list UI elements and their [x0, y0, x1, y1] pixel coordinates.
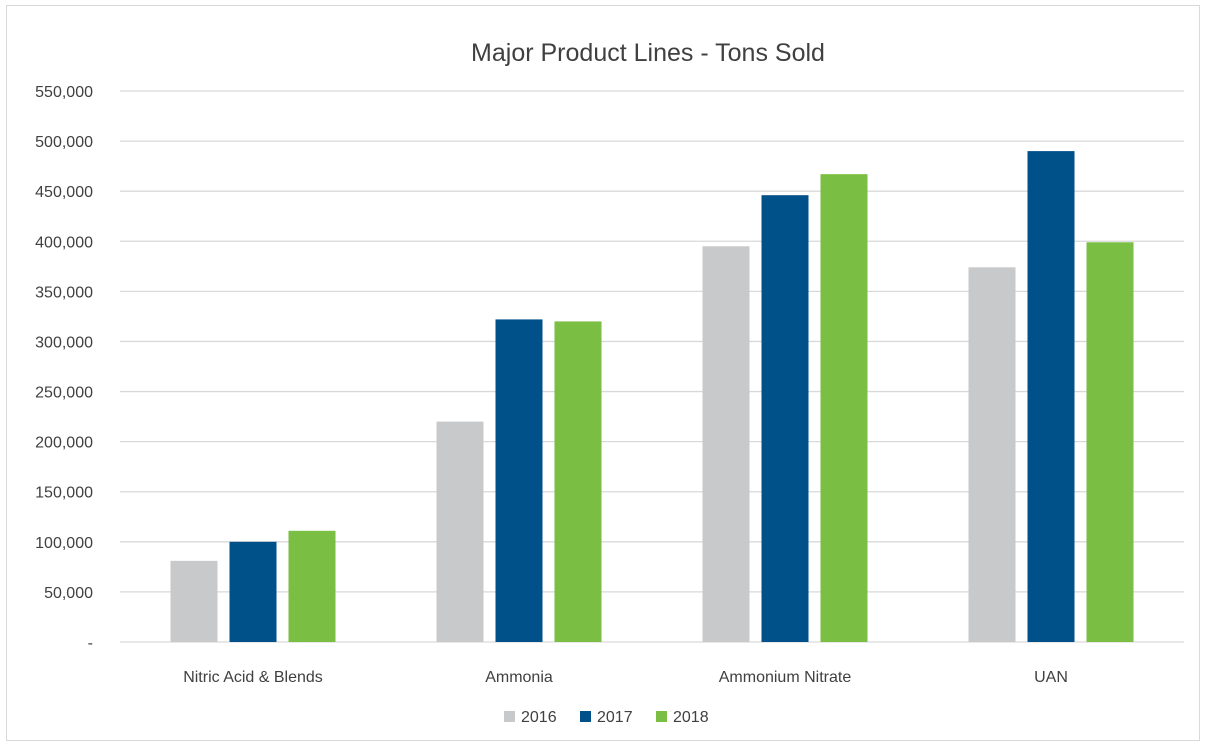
bar-2017-1 — [495, 319, 543, 642]
bar-2018-2 — [820, 174, 868, 642]
y-tick-label: 300,000 — [35, 334, 93, 351]
x-tick-label: Ammonium Nitrate — [719, 669, 852, 686]
legend-swatch-2016 — [504, 711, 515, 722]
bar-2017-0 — [229, 541, 277, 642]
x-axis-ticks: Nitric Acid & Blends Ammonia Ammonium Nitr… — [183, 669, 1068, 686]
legend: 2016 2017 2018 — [504, 709, 709, 726]
bar-2016-1 — [436, 421, 484, 642]
x-tick-label: Ammonia — [485, 669, 553, 686]
legend-label: 2017 — [597, 709, 633, 726]
bar-2018-1 — [554, 321, 602, 642]
y-tick-label: - — [88, 635, 93, 652]
bar-2017-3 — [1027, 151, 1075, 643]
chart-title: Major Product Lines - Tons Sold — [471, 39, 825, 67]
legend-swatch-2017 — [580, 711, 591, 722]
bar-2016-3 — [968, 267, 1016, 642]
y-axis-ticks: - 50,000 100,000 150,000 200,000 250,000 300,0… — [35, 84, 93, 652]
x-tick-label: UAN — [1034, 669, 1068, 686]
bar-2016-0 — [170, 560, 218, 642]
y-tick-label: 550,000 — [35, 84, 93, 101]
x-tick-label: Nitric Acid & Blends — [183, 669, 323, 686]
y-tick-label: 500,000 — [35, 134, 93, 151]
gridlines — [120, 90, 1184, 643]
bar-2018-0 — [288, 530, 336, 642]
y-tick-label: 350,000 — [35, 284, 93, 301]
y-tick-label: 200,000 — [35, 435, 93, 452]
legend-swatch-2018 — [656, 711, 667, 722]
y-tick-label: 450,000 — [35, 184, 93, 201]
legend-label: 2016 — [521, 709, 557, 726]
legend-label: 2018 — [673, 709, 709, 726]
y-tick-label: 150,000 — [35, 485, 93, 502]
y-tick-label: 400,000 — [35, 234, 93, 251]
bars — [170, 151, 1134, 643]
bar-2017-2 — [761, 195, 809, 642]
bar-2018-3 — [1086, 242, 1134, 643]
y-tick-label: 250,000 — [35, 385, 93, 402]
bar-2016-2 — [702, 246, 750, 643]
y-tick-label: 100,000 — [35, 535, 93, 552]
y-tick-label: 50,000 — [44, 585, 93, 602]
